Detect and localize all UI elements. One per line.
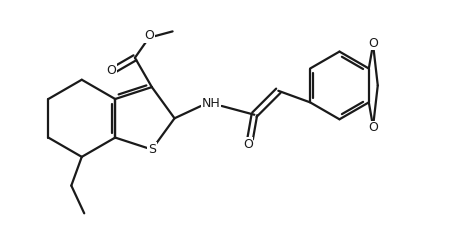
Text: O: O	[368, 121, 378, 134]
Text: S: S	[148, 143, 156, 156]
Text: O: O	[107, 64, 117, 77]
Text: O: O	[144, 29, 154, 42]
Text: O: O	[243, 138, 253, 151]
Text: O: O	[368, 36, 378, 49]
Text: NH: NH	[202, 97, 221, 110]
